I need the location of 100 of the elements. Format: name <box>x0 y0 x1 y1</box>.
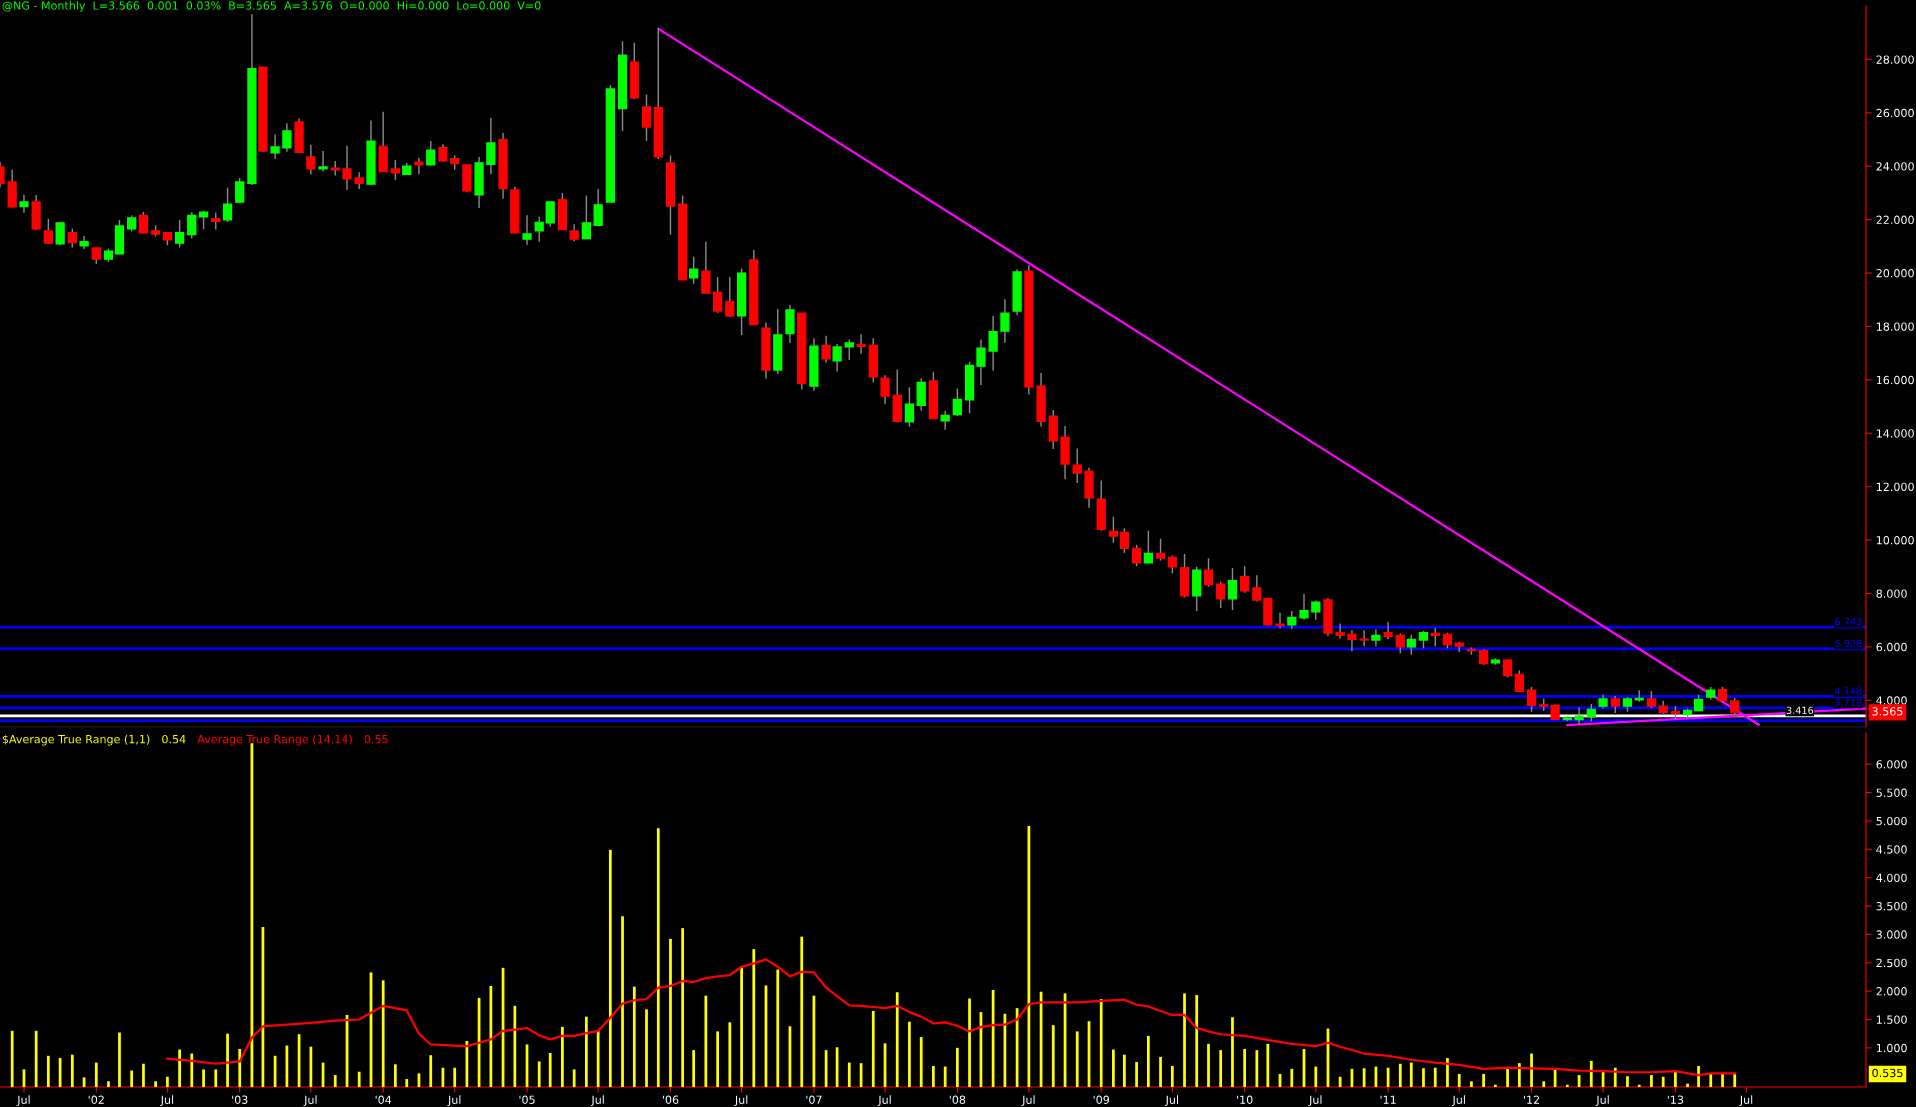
candlestick <box>545 201 555 228</box>
candlestick <box>342 144 352 191</box>
x-tick-label: Jul <box>1165 1095 1178 1106</box>
candlestick <box>1395 632 1405 654</box>
x-tick-label: '13 <box>1667 1095 1684 1104</box>
y-tick-label: 1.000 <box>1876 1043 1907 1053</box>
candlestick <box>235 177 245 205</box>
candlestick <box>43 218 53 245</box>
candlestick <box>1275 612 1285 629</box>
y-tick-label: 26.000 <box>1876 108 1914 118</box>
candlestick <box>904 386 915 428</box>
x-tick-label: Jul <box>1595 1095 1609 1106</box>
y-tick-label: 5.000 <box>1876 816 1907 826</box>
candlestick <box>1155 538 1166 562</box>
x-tick-label: '10 <box>1237 1095 1253 1104</box>
x-tick-label: '11 <box>1380 1095 1396 1104</box>
candlestick <box>916 377 926 412</box>
x-tick-label: Jul <box>303 1095 317 1106</box>
candlestick <box>832 343 842 373</box>
y-tick-label: 2.500 <box>1876 958 1907 968</box>
candlestick <box>1072 447 1082 484</box>
x-tick-label: '04 <box>375 1095 392 1104</box>
candlestick <box>1383 621 1393 640</box>
ref-line-label: 5.928 <box>1835 639 1862 647</box>
y-tick-label: 4.000 <box>1876 873 1907 883</box>
candlestick <box>486 117 496 175</box>
x-tick-label: Jul <box>16 1095 30 1106</box>
ref-line-label: 3.416 <box>1786 706 1814 715</box>
y-tick-label: 6.000 <box>1876 642 1907 652</box>
candlestick <box>1203 557 1214 588</box>
y-tick-label: 4.500 <box>1876 845 1907 854</box>
x-tick-label: Jul <box>160 1095 174 1106</box>
candlestick <box>1108 516 1119 544</box>
y-tick-label: 3.500 <box>1876 902 1907 911</box>
x-tick-label: '09 <box>1093 1095 1110 1104</box>
candlestick <box>67 228 77 249</box>
ref-line-label: 4.148 <box>1834 687 1862 695</box>
candlestick <box>988 315 998 372</box>
candlestick <box>1252 574 1262 603</box>
x-tick-label: Jul <box>1308 1095 1322 1106</box>
y-tick-label: 8.000 <box>1876 589 1907 598</box>
x-tick-label: '05 <box>519 1095 535 1104</box>
x-tick-label: '08 <box>949 1095 966 1104</box>
x-tick-label: '06 <box>662 1095 679 1104</box>
candlestick <box>1000 298 1010 344</box>
candlestick <box>940 410 950 431</box>
x-tick-label: Jul <box>590 1095 604 1106</box>
candlestick <box>174 219 185 249</box>
candlestick <box>785 304 795 344</box>
y-tick-label: 24.000 <box>1876 162 1914 171</box>
text: 0.535 <box>1872 1068 1903 1078</box>
candlestick <box>306 144 316 175</box>
line-series <box>166 958 1736 1077</box>
annotation: 0.54 <box>162 734 186 744</box>
candlestick <box>1299 593 1309 621</box>
candlestick <box>725 276 735 318</box>
text: Average True Range (14,14) <box>197 734 352 746</box>
candlestick <box>522 214 532 246</box>
x-tick-label: Jul <box>1021 1095 1035 1106</box>
candlestick <box>713 276 723 314</box>
candlestick <box>689 256 699 285</box>
ref-line-label: 6.743 <box>1835 617 1862 626</box>
annotation: 0.55 <box>364 734 388 744</box>
candlestick <box>187 211 197 240</box>
candlestick <box>222 186 233 223</box>
y-tick-label: 4.000 <box>1876 696 1907 705</box>
candlestick <box>856 333 866 355</box>
candlestick <box>19 194 29 214</box>
candlestick <box>1119 527 1130 554</box>
candlestick <box>1335 622 1345 640</box>
candlestick <box>1406 634 1416 656</box>
candlestick <box>390 159 400 181</box>
candlestick <box>593 188 603 227</box>
candlestick <box>581 194 591 240</box>
x-tick-label: Jul <box>1739 1095 1753 1106</box>
candlestick <box>282 122 292 153</box>
y-tick-label: 5.500 <box>1876 788 1907 797</box>
candlestick <box>1371 628 1381 648</box>
y-tick-label: 12.000 <box>1876 482 1914 492</box>
candlestick <box>1131 544 1142 567</box>
candlestick <box>1359 629 1369 648</box>
y-tick-label: 14.000 <box>1876 429 1914 438</box>
y-tick-label: 22.000 <box>1876 215 1914 225</box>
y-tick-label: 18.000 <box>1876 322 1914 331</box>
y-tick-label: 6.000 <box>1876 760 1907 769</box>
candlestick <box>844 338 854 361</box>
y-tick-label: 1.500 <box>1876 1015 1907 1024</box>
candlestick <box>318 150 328 173</box>
y-tick-label: 10.000 <box>1876 536 1914 545</box>
x-tick-label: Jul <box>734 1095 748 1106</box>
candlestick <box>1216 580 1226 609</box>
candlestick <box>414 156 424 175</box>
x-tick-label: Jul <box>1451 1095 1465 1106</box>
text: 3.565 <box>1872 707 1903 716</box>
candlestick <box>1143 530 1153 565</box>
chart-title: @NG - Monthly L=3.566 0.001 0.03% B=3.565 A=3.576 O=0.000 Hi=0.000 Lo=0.000 V=0 <box>2 1 541 12</box>
candlestick <box>821 335 831 364</box>
candlestick <box>1526 686 1537 713</box>
candlestick <box>1240 565 1250 594</box>
y-tick-label: 3.000 <box>1876 930 1907 939</box>
